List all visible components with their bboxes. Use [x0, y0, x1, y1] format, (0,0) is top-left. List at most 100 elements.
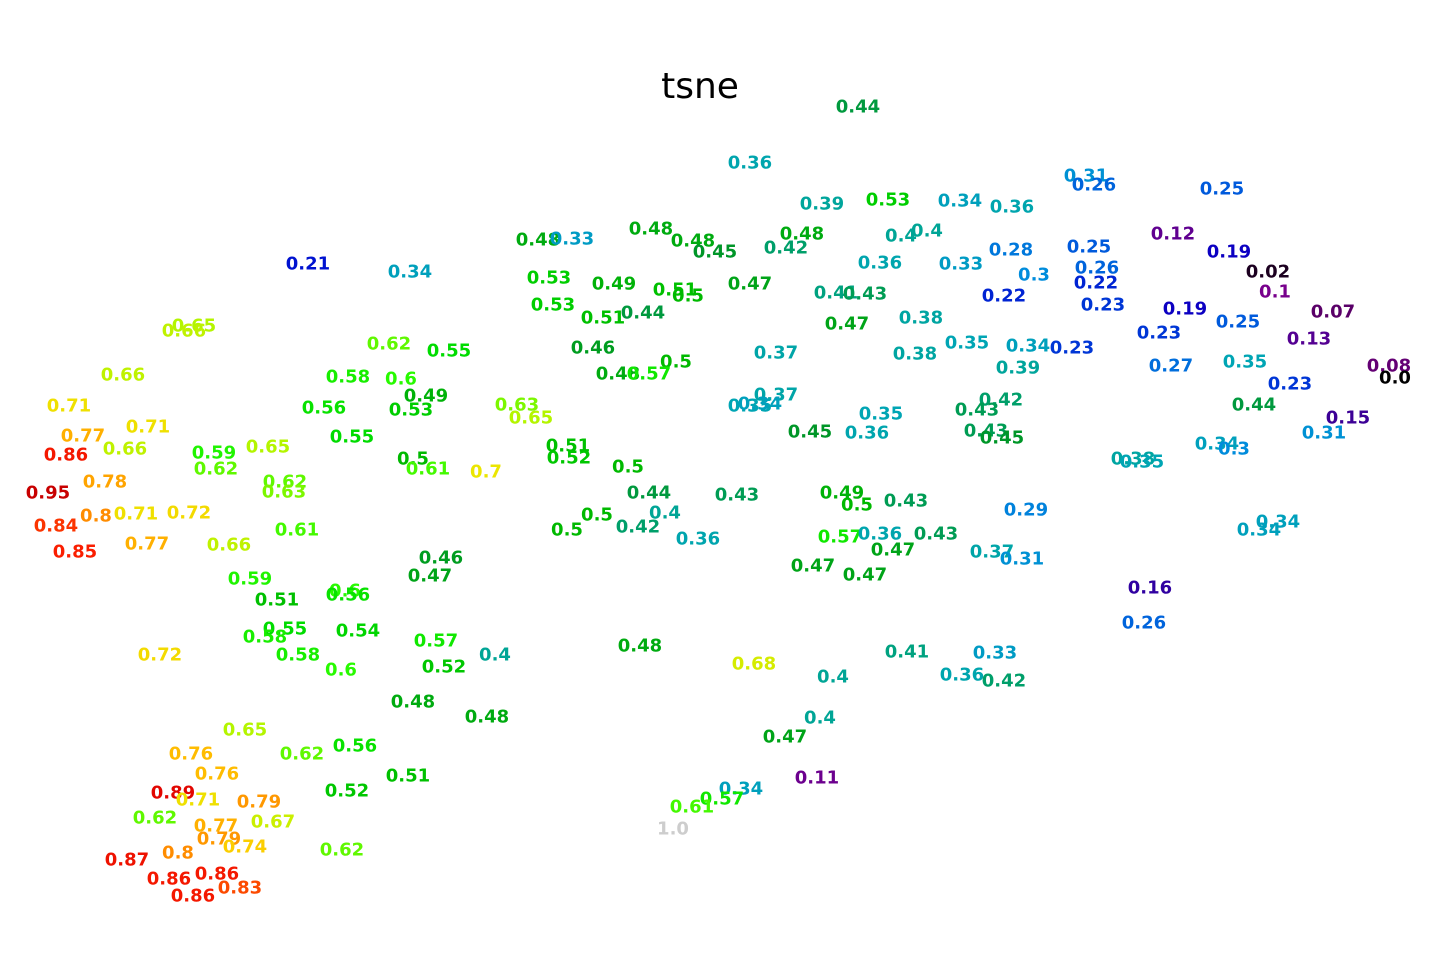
data-point-label: 0.87 — [105, 850, 149, 871]
data-point-label: 0.63 — [262, 482, 306, 503]
data-point-label: 0.61 — [406, 459, 450, 480]
data-point-label: 0.02 — [1246, 262, 1290, 283]
data-point-label: 0.71 — [47, 396, 91, 417]
data-point-label: 0.53 — [866, 190, 910, 211]
data-point-label: 0.61 — [275, 520, 319, 541]
data-point-label: 0.34 — [1256, 512, 1300, 533]
chart-title: tsne — [661, 66, 739, 107]
data-point-label: 0.63 — [495, 395, 539, 416]
data-point-label: 0.4 — [817, 667, 849, 688]
data-point-label: 0.37 — [970, 542, 1014, 563]
data-point-label: 0.42 — [979, 390, 1023, 411]
data-point-label: 0.77 — [194, 816, 238, 837]
data-point-label: 0.62 — [194, 459, 238, 480]
data-point-label: 0.49 — [820, 483, 864, 504]
data-point-label: 0.48 — [671, 231, 715, 252]
data-point-label: 0.72 — [138, 645, 182, 666]
data-point-label: 0.41 — [885, 642, 929, 663]
data-point-label: 0.49 — [404, 386, 448, 407]
data-point-label: 0.89 — [151, 783, 195, 804]
data-point-label: 0.47 — [843, 565, 887, 586]
data-point-label: 0.6 — [325, 660, 357, 681]
data-point-label: 0.56 — [326, 585, 370, 606]
data-point-label: 0.35 — [728, 396, 772, 417]
data-point-label: 0.78 — [83, 472, 127, 493]
data-point-label: 0.4 — [804, 708, 836, 729]
data-point-label: 0.46 — [419, 548, 463, 569]
data-point-label: 0.65 — [223, 720, 267, 741]
data-point-label: 0.58 — [243, 627, 287, 648]
data-point-label: 0.77 — [61, 426, 105, 447]
data-point-label: 0.34 — [1195, 434, 1239, 455]
data-point-label: 0.47 — [408, 566, 452, 587]
data-point-label: 0.34 — [1237, 520, 1281, 541]
data-point-label: 0.66 — [207, 535, 251, 556]
data-point-label: 0.47 — [728, 274, 772, 295]
data-point-label: 0.48 — [618, 636, 662, 657]
data-point-label: 0.54 — [336, 621, 380, 642]
data-point-label: 0.38 — [893, 344, 937, 365]
data-point-label: 0.84 — [34, 516, 78, 537]
data-point-label: 0.16 — [1128, 578, 1172, 599]
data-point-label: 0.42 — [764, 238, 808, 259]
data-point-label: 0.57 — [818, 527, 862, 548]
data-point-label: 0.51 — [386, 766, 430, 787]
data-point-label: 0.3 — [1218, 439, 1250, 460]
data-point-label: 0.52 — [422, 657, 466, 678]
data-point-label: 0.34 — [738, 394, 782, 415]
data-point-label: 0.47 — [791, 556, 835, 577]
data-point-label: 0.4 — [885, 226, 917, 247]
data-point-label: 0.51 — [546, 436, 590, 457]
data-point-label: 0.48 — [516, 230, 560, 251]
data-point-label: 0.59 — [228, 569, 272, 590]
data-point-label: 0.37 — [754, 343, 798, 364]
data-point-label: 0.57 — [700, 789, 744, 810]
data-point-label: 0.43 — [964, 421, 1008, 442]
data-point-label: 0.79 — [197, 829, 241, 850]
data-point-label: 0.38 — [899, 308, 943, 329]
data-point-label: 0.33 — [973, 643, 1017, 664]
data-point-label: 0.19 — [1163, 299, 1207, 320]
data-point-label: 0.5 — [397, 449, 429, 470]
data-point-label: 0.3 — [1018, 265, 1050, 286]
data-point-label: 0.55 — [427, 341, 471, 362]
data-point-label: 0.59 — [192, 443, 236, 464]
data-point-label: 0.29 — [1004, 500, 1048, 521]
data-point-label: 0.33 — [550, 229, 594, 250]
data-point-label: 0.85 — [53, 542, 97, 563]
data-point-label: 0.86 — [44, 445, 88, 466]
data-point-label: 0.62 — [280, 744, 324, 765]
data-point-label: 0.36 — [858, 253, 902, 274]
data-point-label: 0.36 — [676, 529, 720, 550]
data-point-label: 0.31 — [1302, 423, 1346, 444]
data-point-label: 0.86 — [195, 864, 239, 885]
data-point-label: 0.36 — [858, 524, 902, 545]
data-point-label: 0.4 — [649, 503, 681, 524]
data-point-label: 0.47 — [825, 314, 869, 335]
data-point-label: 0.35 — [1223, 352, 1267, 373]
data-point-label: 0.58 — [276, 645, 320, 666]
data-point-label: 0.34 — [1006, 336, 1050, 357]
data-point-label: 0.47 — [871, 540, 915, 561]
data-point-label: 0.21 — [286, 254, 330, 275]
data-point-label: 0.71 — [176, 790, 220, 811]
data-point-label: 0.43 — [715, 485, 759, 506]
data-point-label: 0.44 — [1232, 395, 1276, 416]
data-point-label: 0.58 — [326, 367, 370, 388]
data-point-label: 0.39 — [996, 358, 1040, 379]
data-point-label: 0.62 — [263, 472, 307, 493]
data-point-label: 0.19 — [1207, 242, 1251, 263]
data-point-label: 0.35 — [1120, 452, 1164, 473]
data-point-label: 0.86 — [171, 886, 215, 907]
data-point-label: 0.43 — [843, 284, 887, 305]
data-point-label: 0.51 — [255, 590, 299, 611]
data-point-label: 0.38 — [1111, 449, 1155, 470]
data-point-label: 0.66 — [103, 439, 147, 460]
data-point-label: 0.48 — [596, 364, 640, 385]
data-point-label: 0.8 — [162, 843, 194, 864]
data-point-label: 0.57 — [414, 631, 458, 652]
data-point-label: 0.43 — [955, 400, 999, 421]
data-point-label: 0.44 — [836, 97, 880, 118]
data-point-label: 0.48 — [629, 219, 673, 240]
